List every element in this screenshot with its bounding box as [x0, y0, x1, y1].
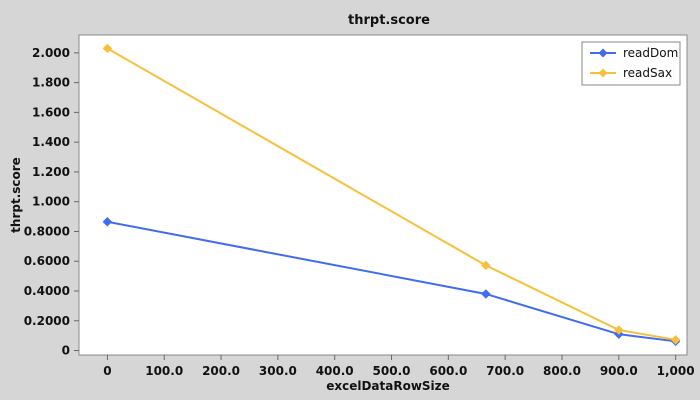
- y-axis: 0 0.2000 0.4000 0.6000 0.8000 1.000 1.200 1.400…: [24, 46, 79, 358]
- x-tick-label: 900.0: [600, 364, 638, 378]
- x-tick-label: 600.0: [429, 364, 467, 378]
- x-tick-label: 1,000: [657, 364, 695, 378]
- y-tick-label: 1.600: [32, 105, 70, 119]
- data-point: [102, 43, 113, 54]
- x-tick-label: 700.0: [486, 364, 524, 378]
- data-point: [102, 216, 113, 227]
- legend-marker-readSax: [598, 68, 608, 78]
- y-tick-label: 1.800: [32, 76, 70, 90]
- series-layer: [102, 43, 681, 347]
- plot-area: [78, 34, 688, 356]
- legend-marker-readDom: [598, 48, 608, 58]
- x-tick-label: 500.0: [373, 364, 411, 378]
- x-tick-label: 100.0: [145, 364, 183, 378]
- x-tick-label: 800.0: [543, 364, 581, 378]
- x-tick-label: 400.0: [316, 364, 354, 378]
- y-tick-label: 0.8000: [24, 224, 70, 238]
- y-tick-label: 0.6000: [24, 254, 70, 268]
- x-tick-label: 0: [103, 364, 111, 378]
- x-axis: 0 100.0 200.0 300.0 400.0 500.0 600.0 700.0 800.…: [103, 355, 695, 378]
- chart-title: thrpt.score: [348, 13, 430, 28]
- y-tick-label: 0.2000: [24, 314, 70, 328]
- y-tick-label: 1.000: [32, 195, 70, 209]
- legend: readDom readSax: [581, 41, 681, 86]
- series-readSax: [102, 43, 681, 345]
- x-tick-label: 200.0: [202, 364, 240, 378]
- x-axis-label: excelDataRowSize: [326, 379, 450, 393]
- data-point: [613, 325, 624, 335]
- y-tick-label: 2.000: [32, 46, 70, 60]
- legend-items: readDom readSax: [590, 46, 678, 80]
- y-tick-label: 1.200: [32, 165, 70, 179]
- series-line-readDom: [107, 220, 676, 343]
- legend-label-readSax: readSax: [623, 66, 672, 80]
- legend-label-readDom: readDom: [623, 46, 678, 60]
- y-tick-label: 0.4000: [24, 284, 70, 298]
- y-tick-label: 0: [62, 344, 70, 358]
- data-point: [480, 260, 491, 271]
- series-line-readSax: [106, 47, 676, 341]
- y-tick-label: 1.400: [32, 135, 70, 149]
- data-point: [480, 289, 491, 299]
- y-axis-label: thrpt.score: [9, 157, 23, 233]
- legend-box: [581, 41, 681, 86]
- x-tick-label: 300.0: [259, 364, 297, 378]
- data-point: [670, 334, 681, 345]
